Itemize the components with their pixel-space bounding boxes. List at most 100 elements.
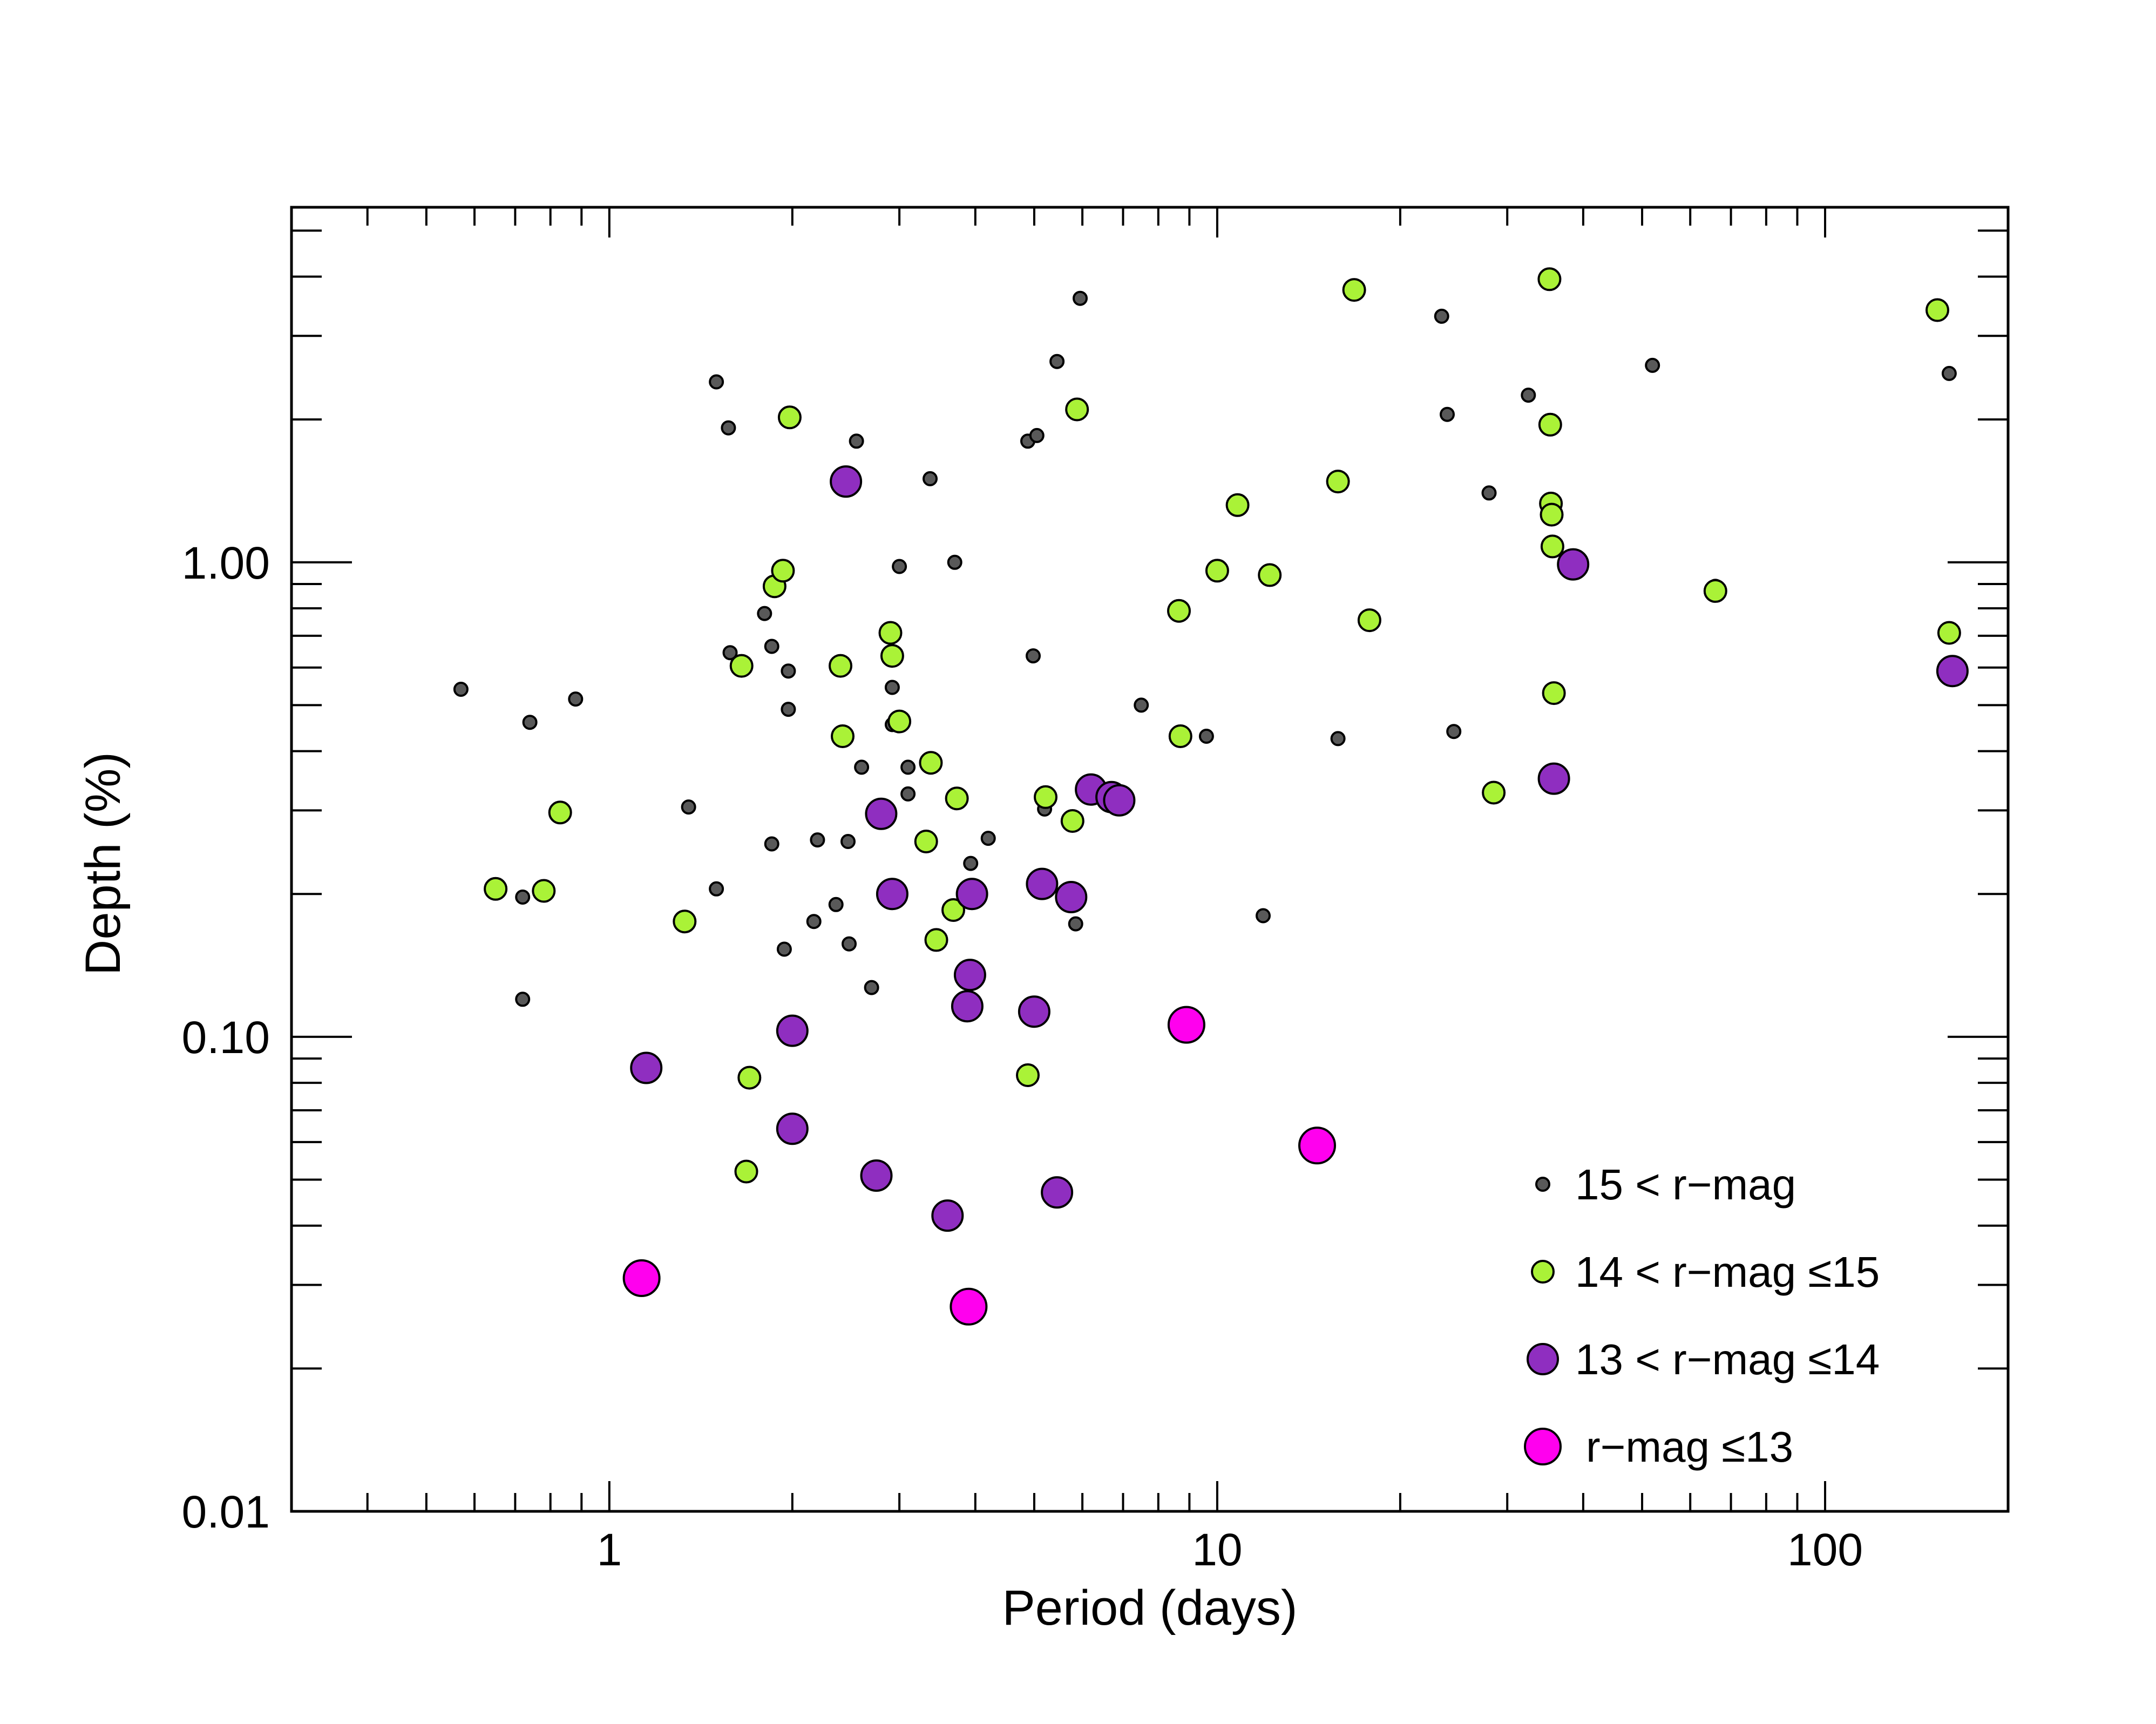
- data-point-series-0-23: [864, 980, 879, 995]
- data-point-series-1-15: [914, 830, 938, 853]
- data-point-series-0-11: [764, 639, 779, 654]
- data-point-series-0-37: [1049, 354, 1065, 369]
- y-tick-label-1-00: 1.00: [182, 538, 270, 588]
- data-point-series-0-49: [1645, 357, 1660, 373]
- data-point-series-0-17: [810, 832, 825, 848]
- data-point-series-0-6: [709, 374, 724, 390]
- data-point-series-2-20: [1936, 655, 1969, 688]
- data-point-series-2-17: [1103, 784, 1136, 817]
- data-point-series-0-28: [900, 786, 916, 802]
- data-point-series-1-8: [771, 559, 795, 583]
- y-axis-label: Depth (%): [76, 752, 131, 975]
- data-point-series-1-27: [1225, 493, 1250, 517]
- data-point-series-0-26: [892, 559, 907, 574]
- data-point-series-2-9: [953, 959, 986, 992]
- data-point-series-0-10: [757, 606, 772, 621]
- data-point-series-3-1: [950, 1287, 988, 1326]
- legend-label-14-15: 14 < r−mag ≤15: [1575, 1248, 1880, 1296]
- data-point-series-3-3: [1298, 1126, 1336, 1165]
- data-point-series-1-33: [1537, 267, 1562, 291]
- data-point-series-1-30: [1342, 278, 1366, 302]
- data-point-series-0-15: [776, 941, 792, 957]
- y-tick-label-0-10: 0.10: [182, 1012, 270, 1063]
- data-point-series-1-38: [1542, 681, 1566, 705]
- data-point-series-2-10: [951, 990, 984, 1023]
- data-point-series-1-21: [1034, 785, 1057, 809]
- data-point-series-1-20: [1016, 1063, 1040, 1087]
- data-point-series-0-0: [453, 682, 469, 697]
- data-point-series-1-16: [919, 751, 943, 775]
- data-point-series-1-28: [1258, 563, 1282, 587]
- data-point-series-1-2: [548, 800, 572, 825]
- data-point-series-0-18: [828, 897, 844, 912]
- data-point-series-0-41: [1198, 729, 1214, 744]
- x-tick-label-1: 1: [596, 1524, 622, 1575]
- data-point-series-2-8: [955, 878, 988, 911]
- data-point-series-1-19: [945, 786, 969, 811]
- data-point-series-0-48: [1521, 388, 1536, 403]
- data-point-series-0-27: [900, 759, 916, 775]
- data-point-series-0-30: [947, 554, 962, 570]
- data-point-series-2-2: [776, 1112, 809, 1145]
- data-point-series-2-13: [1041, 1176, 1074, 1209]
- data-point-series-2-18: [1537, 762, 1570, 795]
- data-point-series-0-8: [722, 645, 738, 661]
- data-point-series-2-5: [860, 1159, 893, 1192]
- data-point-series-1-32: [1482, 780, 1506, 805]
- data-point-series-1-1: [532, 879, 556, 903]
- data-point-series-0-1: [522, 715, 538, 730]
- data-point-series-3-2: [1167, 1006, 1205, 1044]
- data-point-series-0-44: [1434, 308, 1449, 324]
- data-point-series-1-26: [1205, 559, 1229, 583]
- data-point-series-1-29: [1326, 470, 1350, 494]
- data-point-series-2-12: [1026, 867, 1059, 900]
- data-point-series-3-0: [622, 1259, 661, 1297]
- data-point-series-1-0: [484, 877, 508, 901]
- legend: 15 < r−mag 14 < r−mag ≤15 13 < r−mag ≤14…: [1524, 1160, 1880, 1471]
- data-points: [453, 267, 1969, 1326]
- legend-label-15-r-mag: 15 < r−mag: [1575, 1160, 1796, 1209]
- x-tick-label-10: 10: [1192, 1524, 1242, 1575]
- data-point-series-1-31: [1357, 608, 1381, 633]
- data-point-series-0-43: [1330, 731, 1346, 746]
- data-point-series-2-4: [865, 797, 898, 830]
- legend-marker-r-mag-13: [1524, 1428, 1562, 1465]
- legend-marker-15-r-mag: [1535, 1177, 1550, 1192]
- minor-ticks: [290, 207, 2009, 1511]
- data-point-series-1-22: [1060, 809, 1084, 833]
- data-point-series-0-12: [764, 836, 779, 852]
- data-point-series-0-35: [1026, 648, 1041, 664]
- data-point-series-0-42: [1256, 908, 1271, 924]
- data-point-series-0-16: [806, 914, 822, 929]
- data-point-series-0-9: [709, 881, 724, 897]
- data-point-series-1-10: [829, 654, 852, 678]
- data-point-series-0-34: [1029, 427, 1045, 443]
- data-point-series-1-17: [924, 928, 948, 952]
- data-point-series-1-12: [878, 621, 903, 645]
- data-point-series-0-40: [1134, 697, 1149, 713]
- data-point-series-0-47: [1481, 485, 1497, 501]
- data-point-series-0-13: [781, 663, 796, 679]
- data-point-series-0-51: [1941, 365, 1957, 381]
- data-point-series-0-39: [1073, 290, 1088, 306]
- data-point-series-0-31: [963, 856, 979, 871]
- data-point-series-0-24: [884, 680, 900, 695]
- data-point-series-0-21: [849, 433, 864, 449]
- data-point-series-2-11: [1018, 995, 1050, 1028]
- data-point-series-1-11: [831, 724, 855, 748]
- data-point-series-0-14: [781, 702, 796, 717]
- x-tick-label-100: 100: [1787, 1524, 1863, 1575]
- legend-marker-14-15: [1531, 1260, 1555, 1284]
- data-point-series-1-9: [777, 405, 802, 430]
- data-point-series-1-18: [941, 898, 965, 922]
- data-point-series-1-39: [1703, 579, 1727, 603]
- legend-marker-13-14: [1527, 1343, 1559, 1375]
- data-point-series-1-40: [1926, 298, 1949, 322]
- data-point-series-2-14: [1055, 881, 1088, 913]
- data-point-series-0-38: [1068, 916, 1083, 932]
- legend-label-r-mag-13: r−mag ≤13: [1586, 1423, 1793, 1471]
- data-point-series-0-32: [980, 831, 996, 846]
- data-point-series-1-34: [1538, 412, 1562, 437]
- x-axis-label: Period (days): [1002, 1580, 1297, 1635]
